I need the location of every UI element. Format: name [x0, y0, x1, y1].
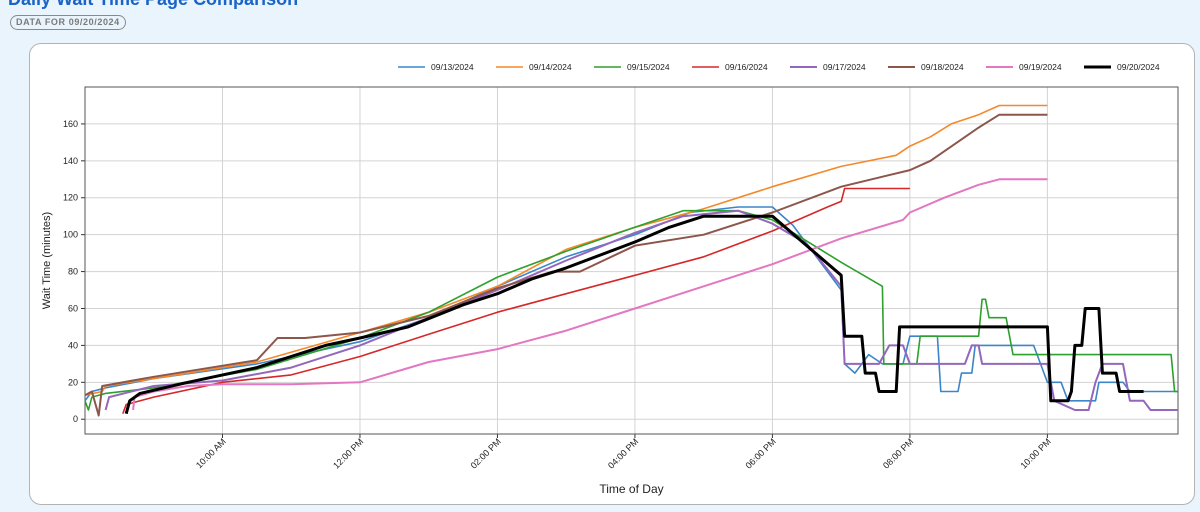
- x-tick-label: 06:00 PM: [744, 436, 778, 470]
- series-line-09-15-2024: [84, 209, 1178, 411]
- x-tick-label: 10:00 PM: [1018, 436, 1052, 470]
- legend-label: 09/19/2024: [1019, 62, 1062, 72]
- y-tick-label: 140: [63, 156, 78, 166]
- y-tick-label: 20: [68, 377, 78, 387]
- legend-label: 09/17/2024: [823, 62, 866, 72]
- chart-card: 0 20 40 60 80 100 120 140 160 10:00 AM 12:00 PM 02:…: [29, 43, 1195, 505]
- x-tick-label: 10:00 AM: [194, 436, 228, 470]
- legend-label: 09/20/2024: [1117, 62, 1160, 72]
- legend-label: 09/18/2024: [921, 62, 964, 72]
- legend-label: 09/14/2024: [529, 62, 572, 72]
- series-line-09-20-2024: [124, 214, 1144, 415]
- legend-label: 09/15/2024: [627, 62, 670, 72]
- x-tick-label: 12:00 PM: [331, 436, 365, 470]
- y-tick-label: 0: [73, 414, 78, 424]
- legend-label: 09/13/2024: [431, 62, 474, 72]
- y-tick-label: 120: [63, 193, 78, 203]
- page-heading: Daily Wait Time Page Comparison: [8, 0, 298, 10]
- legend: 09/13/2024 09/14/2024 09/15/2024 09/16/2024…: [398, 62, 1160, 72]
- series-line-09-16-2024: [122, 187, 910, 414]
- plot-area: [85, 87, 1178, 434]
- series-line-09-19-2024: [132, 178, 1048, 411]
- wait-time-line-chart: 0 20 40 60 80 100 120 140 160 10:00 AM 12:00 PM 02:…: [41, 62, 1179, 496]
- legend-label: 09/16/2024: [725, 62, 768, 72]
- y-tick-label: 160: [63, 119, 78, 129]
- grid-lines: [85, 87, 1178, 434]
- y-tick-label: 80: [68, 267, 78, 277]
- data-date-badge: DATA FOR 09/20/2024: [10, 15, 126, 30]
- series-line-09-14-2024: [84, 104, 1048, 396]
- series-line-09-13-2024: [84, 206, 1178, 402]
- y-axis-label: Wait Time (minutes): [41, 212, 53, 309]
- series-lines: [84, 104, 1178, 417]
- y-tick-label: 60: [68, 303, 78, 313]
- y-tick-label: 100: [63, 230, 78, 240]
- x-axis-label: Time of Day: [599, 482, 663, 496]
- x-tick-label: 04:00 PM: [606, 436, 640, 470]
- y-tick-label: 40: [68, 340, 78, 350]
- plot-border: [84, 86, 1179, 435]
- x-tick-label: 08:00 PM: [881, 436, 915, 470]
- x-tick-label: 02:00 PM: [469, 436, 503, 470]
- series-line-09-18-2024: [84, 113, 1048, 417]
